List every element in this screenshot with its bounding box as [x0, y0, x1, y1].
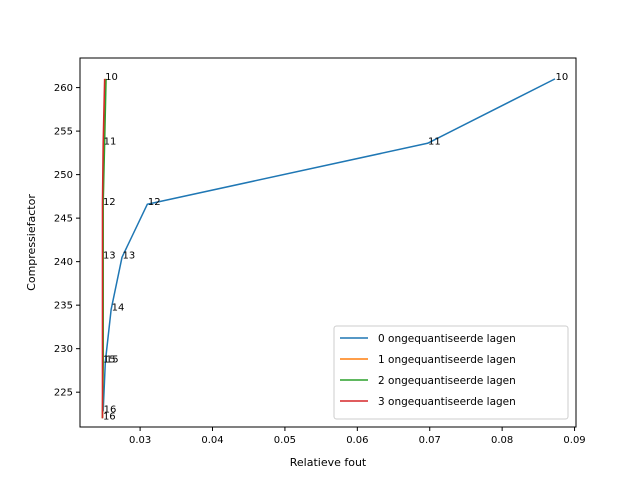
plot-area [101, 78, 556, 419]
point-label: 15 [106, 355, 119, 366]
y-axis-label: Compressiefactor [25, 194, 38, 291]
axes-frame [79, 57, 577, 428]
y-tick-label: 225 [54, 388, 73, 399]
y-tick-label: 260 [54, 83, 73, 94]
legend-entry-label: 0 ongequantiseerde lagen [378, 333, 516, 345]
point-label: 14 [112, 303, 125, 314]
y-tick-label: 240 [54, 257, 73, 268]
y-tick-label: 255 [54, 127, 73, 138]
x-axis-label: Relatieve fout [290, 456, 367, 469]
y-tick-label: 250 [54, 170, 73, 181]
axis-ticks: 0.03 0.04 0.05 0.06 0.07 0.08 0.09 225 230 235 240… [54, 83, 586, 446]
legend-entry-label: 1 ongequantiseerde lagen [378, 354, 516, 366]
legend: 0 ongequantiseerde lagen 1 ongequantiseer… [333, 325, 569, 420]
point-label: 13 [103, 250, 116, 261]
point-label: 12 [148, 197, 161, 208]
x-tick-label: 0.04 [201, 435, 223, 446]
series-line-3 [101, 78, 106, 419]
point-label: 11 [428, 136, 441, 147]
x-tick-label: 0.05 [274, 435, 296, 446]
x-tick-label: 0.08 [491, 435, 513, 446]
point-label: 10 [556, 72, 569, 83]
legend-entry-label: 2 ongequantiseerde lagen [378, 375, 516, 387]
legend-box [333, 325, 569, 420]
x-tick-label: 0.03 [129, 435, 151, 446]
y-tick-label: 230 [54, 344, 73, 355]
point-label: 16 [104, 404, 117, 415]
point-label: 10 [105, 72, 118, 83]
point-label: 12 [103, 197, 116, 208]
series-line-0 [102, 78, 556, 412]
x-tick-label: 0.07 [419, 435, 441, 446]
x-tick-label: 0.09 [563, 435, 585, 446]
legend-entry-label: 3 ongequantiseerde lagen [378, 396, 516, 408]
point-label: 15 [103, 355, 116, 366]
x-tick-label: 0.06 [346, 435, 368, 446]
point-label: 11 [104, 136, 117, 147]
point-label: 16 [103, 411, 116, 422]
y-tick-label: 235 [54, 301, 73, 312]
y-tick-label: 245 [54, 214, 73, 225]
point-label: 13 [123, 250, 136, 261]
